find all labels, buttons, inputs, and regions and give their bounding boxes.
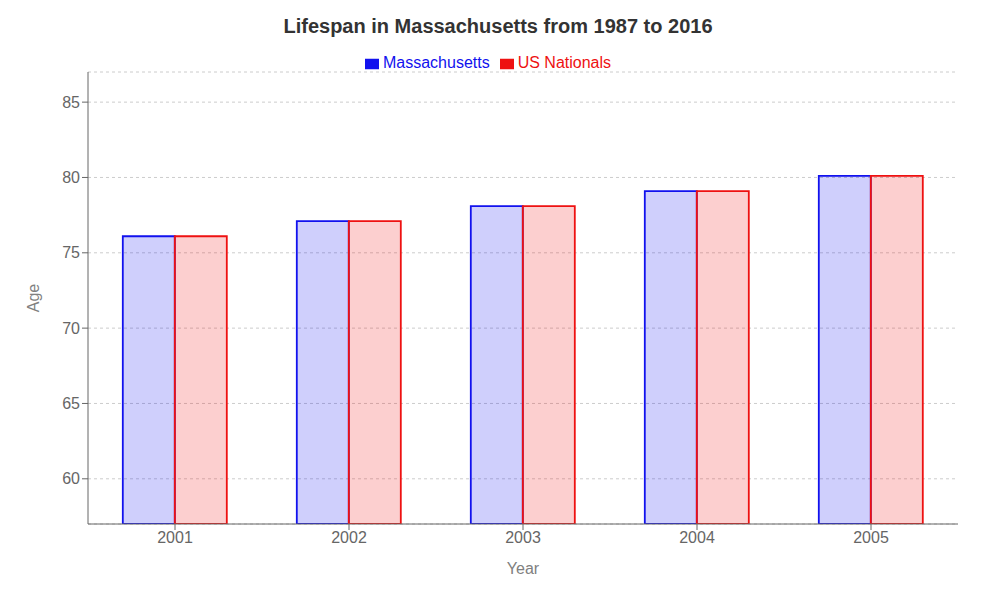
svg-text:2005: 2005 [853,529,889,546]
svg-text:65: 65 [62,395,80,412]
html-text:Lifespan in Massachusetts from: Lifespan in Massachusetts from 1987 to 2… [283,15,713,37]
svg-text:2003: 2003 [505,529,541,546]
svg-text:2001: 2001 [157,529,193,546]
svg-text:80: 80 [62,169,80,186]
svg-text:Year: Year [507,560,540,577]
svg-text:2004: 2004 [679,529,715,546]
html-text:US Nationals: US Nationals [517,54,611,71]
svg-text:70: 70 [62,320,80,337]
svg-text:85: 85 [62,94,80,111]
html-text:Massachusetts: Massachusetts [383,54,490,71]
svg-text:2002: 2002 [331,529,367,546]
svg-text:75: 75 [62,244,80,261]
svg-text:Age: Age [25,284,42,313]
svg-text:60: 60 [62,470,80,487]
